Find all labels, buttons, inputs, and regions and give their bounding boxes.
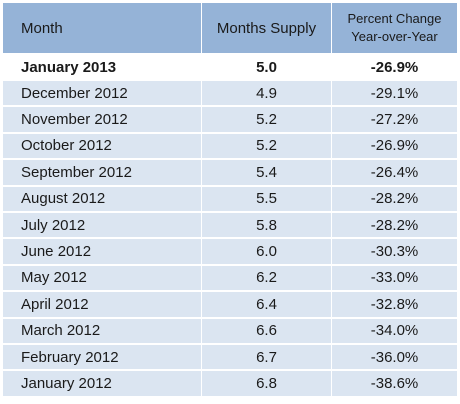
supply-cell: 5.2 [202,133,332,161]
month-cell: October 2012 [3,133,202,161]
month-cell: November 2012 [3,107,202,134]
supply-cell: 6.2 [202,265,332,293]
percent-change-cell: -26.9% [332,133,457,161]
percent-change-cell: -28.2% [332,212,457,240]
supply-cell: 5.5 [202,186,332,213]
supply-cell: 6.4 [202,292,332,319]
month-cell: December 2012 [3,81,202,108]
supply-cell: 6.8 [202,371,332,398]
header-percent-change: Percent Change Year-over-Year [332,3,457,55]
months-supply-table: Month Months Supply Percent Change Year-… [3,3,457,398]
month-cell: June 2012 [3,239,202,266]
month-cell: January 2013 [3,55,202,81]
supply-cell: 6.6 [202,318,332,345]
percent-change-cell: -38.6% [332,371,457,398]
supply-cell: 6.7 [202,344,332,372]
supply-cell: 5.2 [202,107,332,134]
header-percent-change-line1: Percent Change [347,11,442,26]
supply-cell: 6.0 [202,239,332,266]
percent-change-cell: -30.3% [332,239,457,266]
percent-change-cell: -34.0% [332,318,457,345]
percent-change-cell: -26.4% [332,160,457,187]
month-cell: April 2012 [3,292,202,319]
supply-cell: 5.8 [202,212,332,240]
month-cell: May 2012 [3,265,202,293]
percent-change-cell: -26.9% [332,55,457,81]
header-percent-change-line2: Year-over-Year [351,29,438,44]
percent-change-cell: -32.8% [332,292,457,319]
month-cell: August 2012 [3,186,202,213]
percent-change-cell: -36.0% [332,344,457,372]
month-cell: September 2012 [3,160,202,187]
month-cell: January 2012 [3,371,202,398]
supply-cell: 5.0 [202,55,332,81]
header-month: Month [3,3,202,55]
percent-change-cell: -33.0% [332,265,457,293]
supply-cell: 5.4 [202,160,332,187]
header-months-supply: Months Supply [202,3,332,55]
supply-cell: 4.9 [202,81,332,108]
month-cell: July 2012 [3,212,202,240]
percent-change-cell: -29.1% [332,81,457,108]
percent-change-cell: -28.2% [332,186,457,213]
month-cell: March 2012 [3,318,202,345]
percent-change-cell: -27.2% [332,107,457,134]
month-cell: February 2012 [3,344,202,372]
